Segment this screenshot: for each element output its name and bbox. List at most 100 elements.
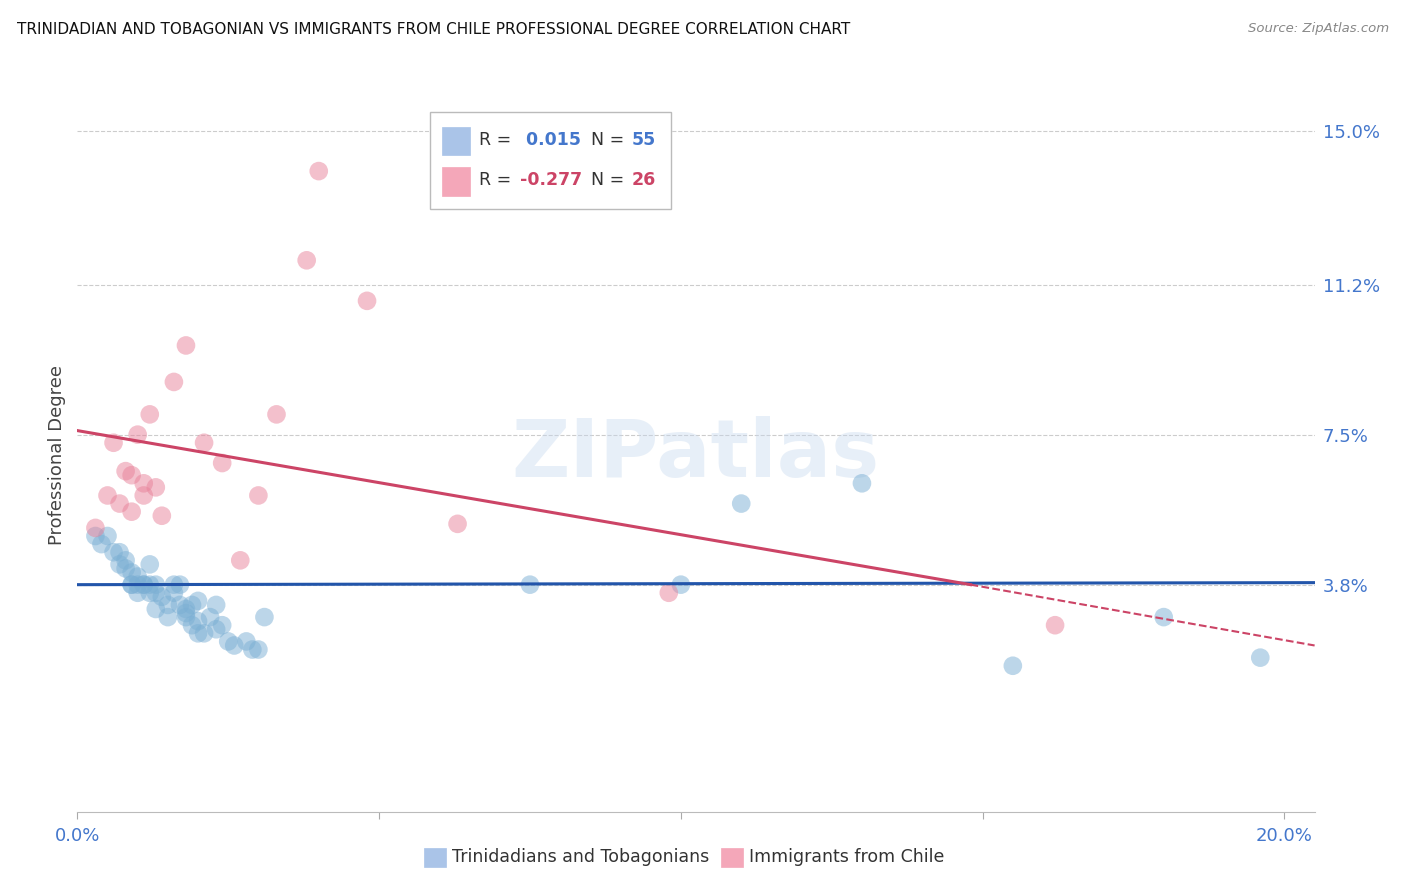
Point [193, 626, 215, 640]
Text: R =: R = [479, 130, 517, 148]
Point [730, 497, 752, 511]
Point [121, 577, 143, 591]
Point [235, 634, 257, 648]
Point [127, 569, 149, 583]
Point [150, 590, 173, 604]
Point [132, 488, 155, 502]
Point [132, 476, 155, 491]
Point [205, 622, 228, 636]
Point [132, 577, 155, 591]
Point [121, 468, 143, 483]
Point [240, 642, 263, 657]
Point [174, 602, 197, 616]
Point [211, 456, 233, 470]
Point [211, 618, 233, 632]
Text: R =: R = [479, 171, 517, 189]
Point [121, 577, 143, 591]
FancyBboxPatch shape [443, 168, 470, 196]
Point [121, 505, 143, 519]
Point [156, 610, 179, 624]
FancyBboxPatch shape [443, 127, 470, 155]
Point [519, 577, 541, 591]
Point [1249, 650, 1271, 665]
Point [90, 537, 112, 551]
Point [121, 566, 143, 580]
FancyBboxPatch shape [423, 848, 446, 867]
Y-axis label: Professional Degree: Professional Degree [48, 365, 66, 545]
Point [139, 558, 162, 572]
Point [127, 427, 149, 442]
Point [139, 408, 162, 422]
Point [193, 435, 215, 450]
Point [127, 577, 149, 591]
Point [247, 488, 270, 502]
Point [174, 606, 197, 620]
Point [446, 516, 468, 531]
Point [1153, 610, 1175, 624]
Point [174, 610, 197, 624]
Point [163, 586, 186, 600]
Point [96, 488, 118, 502]
Point [308, 164, 330, 178]
Text: ZIPatlas: ZIPatlas [512, 416, 880, 494]
Point [114, 464, 136, 478]
Point [103, 435, 125, 450]
Text: TRINIDADIAN AND TOBAGONIAN VS IMMIGRANTS FROM CHILE PROFESSIONAL DEGREE CORRELAT: TRINIDADIAN AND TOBAGONIAN VS IMMIGRANTS… [17, 22, 851, 37]
Point [96, 529, 118, 543]
Point [163, 577, 186, 591]
Point [108, 558, 131, 572]
Point [181, 618, 204, 632]
Point [114, 561, 136, 575]
Point [145, 480, 167, 494]
Point [145, 586, 167, 600]
Point [266, 408, 288, 422]
Point [356, 293, 378, 308]
Point [139, 586, 162, 600]
Point [253, 610, 276, 624]
Point [84, 529, 107, 543]
Point [139, 577, 162, 591]
Point [156, 598, 179, 612]
Point [229, 553, 252, 567]
Point [169, 598, 191, 612]
Point [145, 602, 167, 616]
Point [169, 577, 191, 591]
Text: Immigrants from Chile: Immigrants from Chile [749, 848, 945, 866]
Point [84, 521, 107, 535]
Point [217, 634, 239, 648]
Text: N =: N = [591, 130, 630, 148]
Text: 55: 55 [631, 130, 655, 148]
Point [851, 476, 873, 491]
Point [1043, 618, 1066, 632]
Point [198, 610, 221, 624]
Point [669, 577, 692, 591]
Point [187, 626, 209, 640]
Point [295, 253, 318, 268]
Point [132, 577, 155, 591]
Point [1001, 658, 1024, 673]
Point [145, 577, 167, 591]
Text: Source: ZipAtlas.com: Source: ZipAtlas.com [1249, 22, 1389, 36]
Point [103, 545, 125, 559]
Text: Trinidadians and Tobagonians: Trinidadians and Tobagonians [453, 848, 710, 866]
Point [247, 642, 270, 657]
Point [114, 553, 136, 567]
Point [181, 598, 204, 612]
Point [150, 508, 173, 523]
Text: 26: 26 [631, 171, 655, 189]
Point [127, 586, 149, 600]
Point [108, 497, 131, 511]
Point [108, 545, 131, 559]
Point [174, 338, 197, 352]
Point [187, 614, 209, 628]
Text: N =: N = [591, 171, 630, 189]
Point [658, 586, 681, 600]
Point [163, 375, 186, 389]
Text: 0.015: 0.015 [520, 130, 581, 148]
Point [224, 639, 246, 653]
FancyBboxPatch shape [721, 848, 742, 867]
Point [187, 594, 209, 608]
FancyBboxPatch shape [430, 112, 671, 209]
Point [205, 598, 228, 612]
Text: -0.277: -0.277 [520, 171, 582, 189]
